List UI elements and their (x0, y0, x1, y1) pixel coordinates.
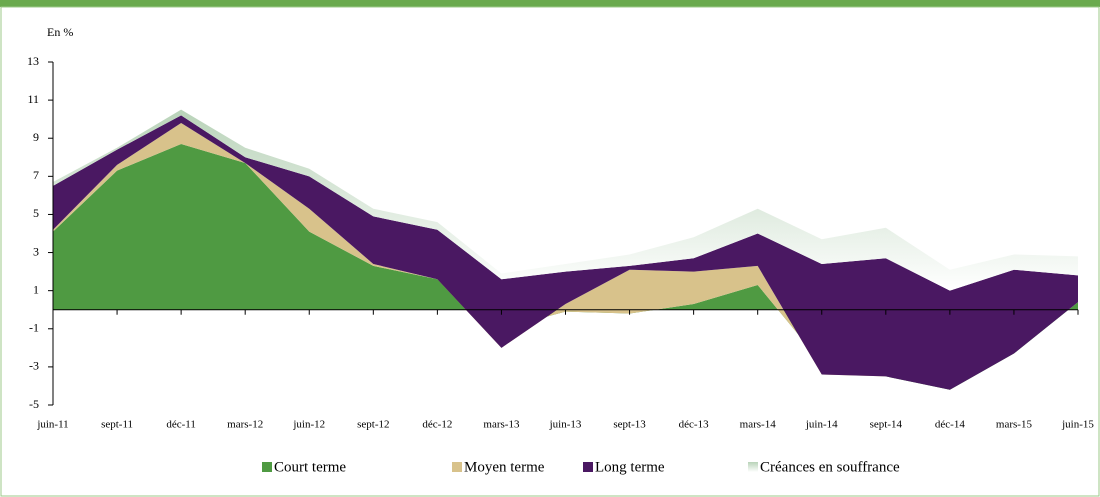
legend-label: Long terme (595, 459, 665, 475)
y-axis-label: En % (47, 25, 73, 39)
y-tick-label: 3 (33, 244, 39, 258)
x-tick-label: déc-13 (679, 419, 709, 431)
x-tick-label: déc-12 (422, 419, 452, 431)
x-tick-label: juin-14 (805, 419, 838, 431)
legend-swatch (583, 462, 593, 472)
x-tick-label: mars-14 (740, 419, 777, 431)
x-tick-label: mars-13 (483, 419, 520, 431)
x-tick-label: juin-13 (549, 419, 582, 431)
x-tick-label: juin-15 (1061, 419, 1094, 431)
legend-swatch (452, 462, 462, 472)
x-tick-label: sept-13 (613, 419, 646, 431)
area (53, 122, 1078, 390)
legend-label: Court terme (274, 459, 346, 475)
area (53, 115, 1078, 390)
legend-swatch (262, 462, 272, 472)
y-tick-label: 5 (33, 206, 39, 220)
y-tick-label: 9 (33, 130, 39, 144)
x-tick-label: sept-11 (101, 419, 133, 431)
legend-swatch (748, 462, 758, 472)
y-tick-label: 13 (27, 54, 39, 68)
x-tick-label: sept-12 (357, 419, 389, 431)
top-bar (0, 0, 1100, 7)
x-tick-label: juin-11 (36, 419, 68, 431)
legend-label: Créances en souffrance (760, 459, 900, 475)
y-tick-label: -3 (29, 359, 39, 373)
x-tick-label: mars-12 (227, 419, 263, 431)
x-tick-label: juin-12 (292, 419, 325, 431)
x-tick-label: mars-15 (996, 419, 1033, 431)
frame (0, 6, 1100, 497)
x-tick-label: déc-14 (935, 419, 965, 431)
y-tick-label: -1 (29, 321, 39, 335)
y-tick-label: -5 (29, 397, 39, 411)
y-tick-label: 11 (27, 92, 39, 106)
x-tick-label: déc-11 (166, 419, 196, 431)
y-tick-label: 7 (33, 168, 39, 182)
y-tick-label: 1 (33, 282, 39, 296)
area (53, 109, 1078, 291)
x-tick-label: sept-14 (870, 419, 903, 431)
legend-label: Moyen terme (464, 459, 545, 475)
